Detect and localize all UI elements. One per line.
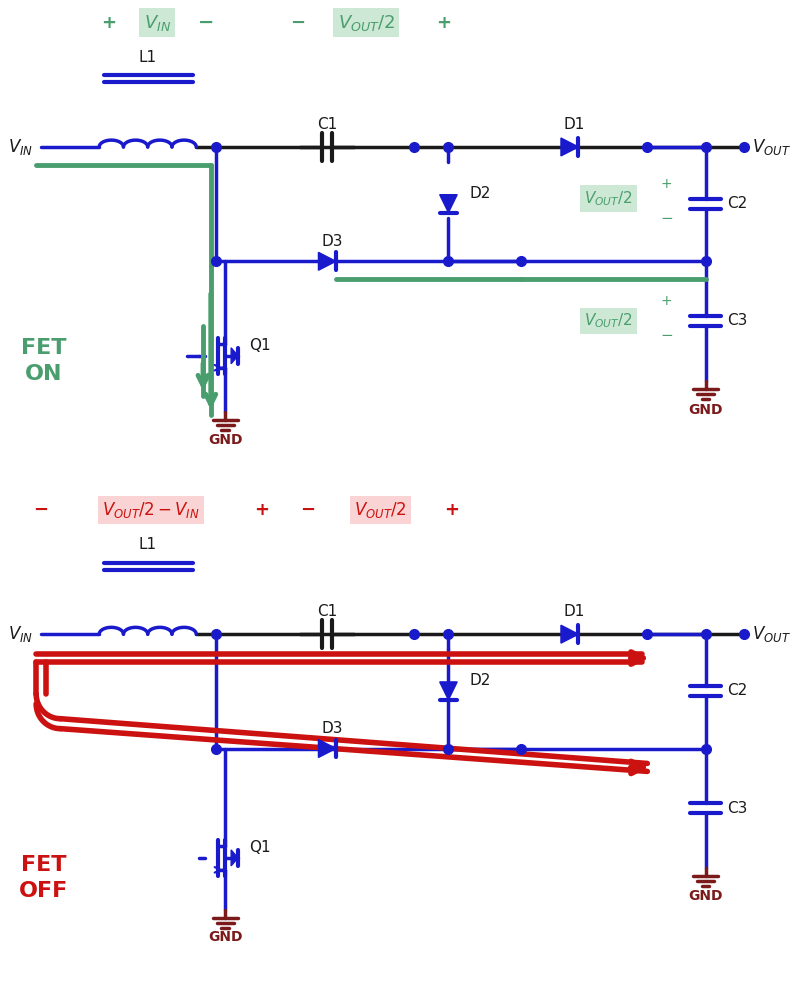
Text: −: − <box>34 501 49 519</box>
Text: −: − <box>300 501 315 519</box>
Text: $V_{IN}$: $V_{IN}$ <box>8 624 34 645</box>
Text: −: − <box>660 211 673 226</box>
Text: GND: GND <box>208 930 242 945</box>
Text: D1: D1 <box>564 604 586 619</box>
Text: L1: L1 <box>138 538 157 552</box>
Text: $V_{IN}$: $V_{IN}$ <box>144 13 171 32</box>
Text: +: + <box>661 177 673 190</box>
Polygon shape <box>561 138 578 156</box>
Text: +: + <box>661 294 673 308</box>
Text: C2: C2 <box>727 684 747 698</box>
Polygon shape <box>318 252 336 270</box>
Text: Q1: Q1 <box>250 338 271 353</box>
Polygon shape <box>318 740 336 757</box>
Text: FET
ON: FET ON <box>21 337 66 384</box>
Text: −: − <box>660 329 673 343</box>
Text: $V_{OUT}/2$: $V_{OUT}/2$ <box>338 13 394 32</box>
Polygon shape <box>440 682 457 699</box>
Text: $V_{OUT}/2-V_{IN}$: $V_{OUT}/2-V_{IN}$ <box>102 500 199 520</box>
Text: D3: D3 <box>322 721 342 736</box>
Text: $V_{IN}$: $V_{IN}$ <box>8 137 34 157</box>
Text: C1: C1 <box>317 604 338 619</box>
Text: $V_{OUT}/2$: $V_{OUT}/2$ <box>354 500 407 520</box>
Text: D1: D1 <box>564 117 586 131</box>
Text: D3: D3 <box>322 233 342 249</box>
Text: C2: C2 <box>727 196 747 211</box>
Text: FET
OFF: FET OFF <box>19 854 69 901</box>
Text: −: − <box>198 13 214 32</box>
Text: C3: C3 <box>727 314 747 329</box>
Text: +: + <box>254 501 269 519</box>
Text: +: + <box>102 14 117 31</box>
Text: GND: GND <box>688 403 722 418</box>
Text: D2: D2 <box>470 186 491 201</box>
Text: L1: L1 <box>138 50 157 65</box>
Polygon shape <box>561 625 578 644</box>
Polygon shape <box>231 348 238 364</box>
Text: C3: C3 <box>727 800 747 815</box>
Text: $V_{OUT}$: $V_{OUT}$ <box>752 624 791 645</box>
Polygon shape <box>440 194 457 213</box>
Text: Q1: Q1 <box>250 841 271 855</box>
Text: $V_{OUT}$: $V_{OUT}$ <box>752 137 791 157</box>
Text: D2: D2 <box>470 673 491 689</box>
Text: −: − <box>290 14 306 31</box>
Text: +: + <box>436 14 451 31</box>
Text: +: + <box>444 501 459 519</box>
Text: C1: C1 <box>317 117 338 131</box>
Text: GND: GND <box>688 889 722 903</box>
Text: $V_{OUT}/2$: $V_{OUT}/2$ <box>584 189 633 208</box>
Polygon shape <box>231 850 238 866</box>
Text: $V_{OUT}/2$: $V_{OUT}/2$ <box>584 312 633 331</box>
Text: GND: GND <box>208 434 242 447</box>
